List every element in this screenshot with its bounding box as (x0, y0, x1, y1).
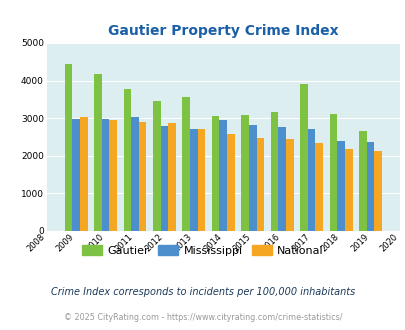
Bar (278, 127, 285, 231)
Text: © 2025 CityRating.com - https://www.cityrating.com/crime-statistics/: © 2025 CityRating.com - https://www.city… (64, 313, 341, 322)
Bar (256, 138, 264, 231)
Bar (307, 129, 315, 231)
Legend: Gautier, Mississippi, National: Gautier, Mississippi, National (77, 241, 328, 260)
Bar (123, 89, 131, 231)
Title: Gautier Property Crime Index: Gautier Property Crime Index (108, 23, 338, 38)
Bar (337, 141, 344, 231)
Bar (226, 134, 234, 231)
Bar (72, 119, 80, 231)
Bar (270, 113, 278, 231)
Bar (315, 143, 322, 231)
Bar (344, 149, 352, 231)
Bar (241, 115, 248, 231)
Bar (102, 119, 109, 231)
Text: Crime Index corresponds to incidents per 100,000 inhabitants: Crime Index corresponds to incidents per… (51, 287, 354, 297)
Bar (109, 120, 117, 231)
Bar (197, 129, 205, 231)
Bar (329, 115, 337, 231)
Bar (366, 142, 373, 231)
Bar (211, 116, 219, 231)
Bar (168, 123, 175, 231)
Bar (182, 96, 190, 231)
Bar (358, 131, 366, 231)
Bar (190, 129, 197, 231)
Bar (131, 117, 139, 231)
Bar (94, 74, 102, 231)
Bar (64, 64, 72, 231)
Bar (153, 101, 160, 231)
Bar (139, 122, 146, 231)
Bar (80, 117, 87, 231)
Bar (285, 139, 293, 231)
Bar (160, 126, 168, 231)
Bar (219, 120, 226, 231)
Bar (248, 125, 256, 231)
Bar (373, 151, 381, 231)
Bar (299, 84, 307, 231)
